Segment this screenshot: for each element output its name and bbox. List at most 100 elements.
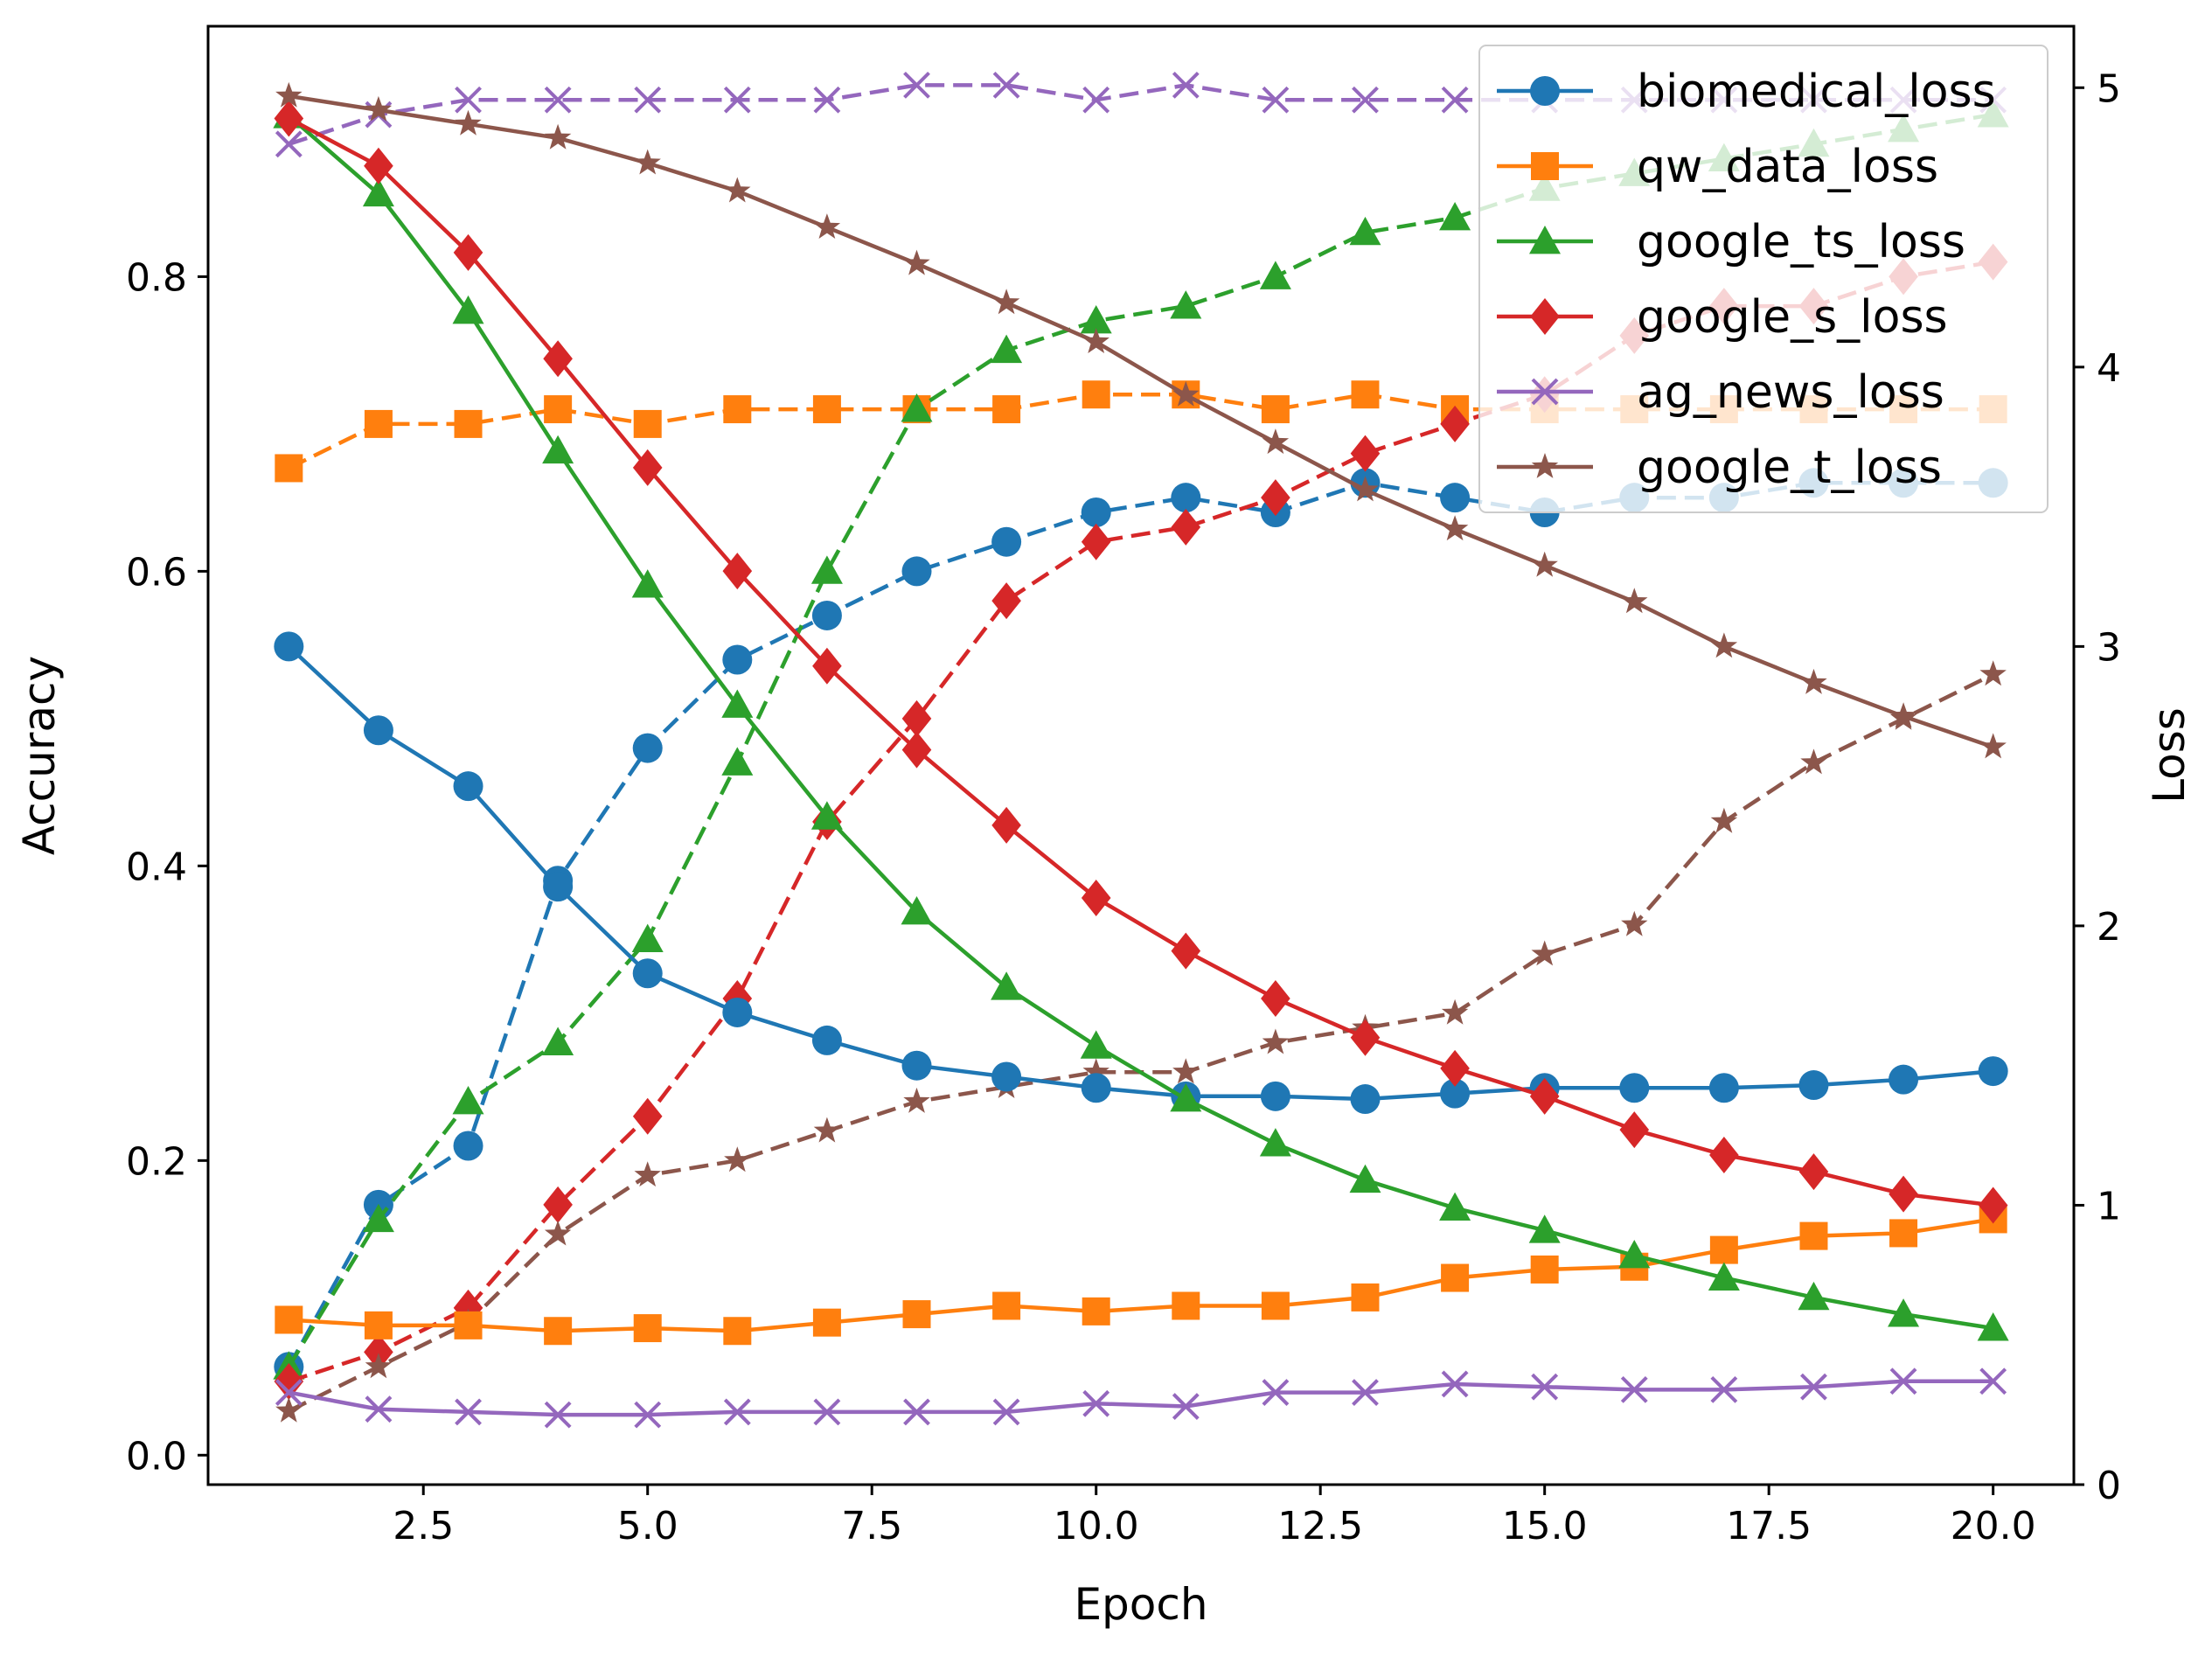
qw_data_loss-accuracy-point	[364, 409, 393, 438]
google_t_loss-accuracy-point	[1710, 807, 1738, 833]
ag_news_loss-loss-point	[723, 1398, 751, 1426]
biomedical_loss-loss-line	[287, 644, 1993, 1102]
biomedical_loss-loss-point	[901, 1050, 932, 1081]
ag_news_loss-loss-point	[1889, 1367, 1917, 1395]
ag_news_loss-accuracy-point	[1441, 86, 1469, 114]
ag_news_loss-loss-point	[1979, 1367, 2007, 1395]
google_t_loss-loss-point	[1172, 380, 1200, 407]
x-tick-label: 17.5	[1726, 1504, 1812, 1548]
biomedical_loss-loss-point	[1889, 1064, 1919, 1095]
ag_news_loss-accuracy-point	[723, 86, 751, 114]
qw_data_loss-loss-line	[289, 1217, 1994, 1333]
y-right-tick-label: 5	[2097, 66, 2121, 111]
y-left-tick-label: 0.0	[126, 1434, 187, 1479]
google_s_loss-loss-point	[812, 647, 842, 685]
google_ts_loss-loss-point	[1528, 1214, 1561, 1243]
google_t_loss-loss-line	[288, 94, 1994, 749]
ag_news_loss-loss-point	[275, 1379, 303, 1406]
legend-item: google_s_loss	[1497, 291, 1948, 344]
google_s_loss-loss-point	[1529, 1077, 1560, 1115]
google_t_loss-loss-point	[544, 123, 572, 150]
x-tick-label: 20.0	[1951, 1504, 2036, 1548]
google_s_loss-loss-point	[632, 449, 663, 486]
google_s_loss-accuracy-point	[1350, 435, 1381, 472]
qw_data_loss-loss-point	[723, 1317, 752, 1346]
legend-item: google_ts_loss	[1497, 216, 1965, 268]
google_ts_loss-accuracy-point	[362, 1203, 394, 1233]
ag_news_loss-loss-point	[813, 1398, 841, 1426]
google_ts_loss-accuracy-point	[1170, 290, 1202, 319]
ag_news_loss-loss-series	[275, 1367, 2007, 1429]
axis-ticks: 2.5 5.0 7.5 10.0 12.5 15.0 17.5 20.0 0.0 0.2 0.4 0.…	[126, 66, 2121, 1548]
qw_data_loss-accuracy-point	[454, 409, 483, 438]
google_ts_loss-loss-point	[1798, 1281, 1830, 1311]
google_ts_loss-accuracy-point	[721, 747, 754, 776]
google_ts_loss-loss-point	[1439, 1192, 1471, 1221]
biomedical_loss-loss-point	[722, 997, 753, 1027]
google_s_loss-accuracy-point	[274, 1363, 304, 1401]
google_ts_loss-loss-point	[721, 689, 754, 718]
ag_news_loss-accuracy-point	[634, 86, 662, 114]
google_t_loss-accuracy-point	[1441, 998, 1469, 1025]
qw_data_loss-loss-point	[1889, 1219, 1918, 1248]
google_t_loss-accuracy-point	[813, 1117, 841, 1143]
qw_data_loss-loss-point	[1082, 1297, 1110, 1325]
google_t_loss-accuracy-point	[634, 1161, 661, 1187]
google_s_loss-loss-point	[274, 100, 304, 137]
x-tick-label: 15.0	[1502, 1504, 1588, 1548]
google_t_loss-loss-point	[1441, 515, 1469, 541]
ag_news_loss-loss-point	[1620, 1375, 1648, 1403]
qw_data_loss-loss-point	[544, 1317, 573, 1346]
ag_news_loss-loss-point	[1262, 1379, 1290, 1406]
biomedical_loss-accuracy-point	[1440, 483, 1471, 513]
y-right-tick-label: 0	[2097, 1464, 2121, 1508]
qw_data_loss-loss-point	[1709, 1235, 1738, 1264]
google_t_loss-loss-point	[992, 289, 1020, 315]
google_ts_loss-loss-point	[991, 971, 1023, 1000]
biomedical_loss-loss-point	[811, 1025, 842, 1055]
legend-marker	[1531, 378, 1559, 406]
google_t_loss-accuracy-point	[1979, 660, 2007, 686]
google_ts_loss-accuracy-point	[1439, 202, 1471, 231]
qw_data_loss-accuracy-point	[544, 395, 573, 424]
y-right-tick-label: 4	[2097, 346, 2121, 391]
biomedical_loss-loss-point	[1798, 1070, 1829, 1101]
biomedical_loss-accuracy-line	[287, 480, 1993, 1368]
y-axis-left-label: Accuracy	[14, 656, 65, 855]
y-axis-right-label: Loss	[2144, 707, 2195, 804]
ag_news_loss-loss-point	[455, 1398, 482, 1426]
google_t_loss-accuracy-point	[1172, 1058, 1200, 1084]
ag_news_loss-loss-point	[992, 1398, 1020, 1426]
google_s_loss-accuracy-point	[1081, 523, 1111, 560]
google_t_loss-accuracy-point	[1800, 748, 1827, 775]
google_s_loss-accuracy-point	[632, 1097, 663, 1135]
ag_news_loss-loss-point	[634, 1401, 662, 1429]
x-axis-label: Epoch	[1074, 1579, 1207, 1630]
legend-label: google_s_loss	[1637, 291, 1948, 344]
google_t_loss-loss-point	[634, 149, 661, 175]
qw_data_loss-accuracy-point	[633, 409, 662, 438]
qw_data_loss-loss-point	[275, 1305, 303, 1334]
legend-box	[1478, 45, 2049, 513]
biomedical_loss-loss-point	[1440, 1078, 1471, 1109]
qw_data_loss-loss-point	[1530, 1255, 1559, 1284]
biomedical_loss-accuracy-point	[901, 556, 932, 587]
ag_news_loss-loss-point	[1352, 1379, 1379, 1406]
qw_data_loss-accuracy-point	[1261, 395, 1290, 424]
qw_data_loss-loss-point	[902, 1300, 931, 1329]
qw_data_loss-accuracy-point	[1351, 380, 1380, 409]
google_s_loss-loss-point	[453, 233, 483, 271]
google_s_loss-loss-point	[1171, 932, 1201, 970]
google_ts_loss-loss-point	[1888, 1298, 1920, 1327]
google_ts_loss-loss-point	[1977, 1312, 2009, 1341]
google_ts_loss-loss-point	[810, 801, 843, 830]
google_ts_loss-loss-point	[901, 895, 933, 925]
google_t_loss-loss-point	[275, 81, 303, 108]
ag_news_loss-accuracy-point	[455, 86, 482, 114]
google_ts_loss-accuracy-point	[1080, 304, 1112, 334]
biomedical_loss-loss-point	[1619, 1073, 1650, 1103]
ag_news_loss-loss-point	[903, 1398, 930, 1426]
ag_news_loss-loss-point	[1710, 1375, 1738, 1403]
google_ts_loss-loss-point	[452, 295, 484, 324]
